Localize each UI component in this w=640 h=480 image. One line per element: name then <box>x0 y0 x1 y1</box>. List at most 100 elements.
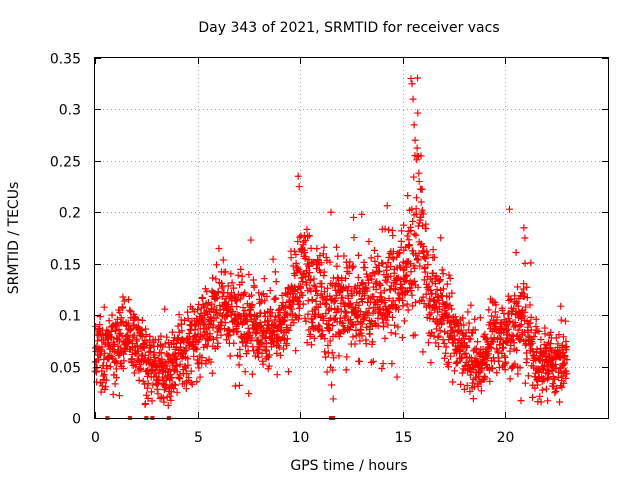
data-point-peak <box>415 177 423 185</box>
data-point <box>290 319 298 327</box>
data-point <box>471 315 479 323</box>
data-point <box>240 290 248 298</box>
data-point <box>380 287 388 295</box>
data-point <box>524 372 532 380</box>
data-point <box>248 301 256 309</box>
data-point <box>310 334 318 342</box>
data-point <box>489 338 497 346</box>
data-point <box>437 234 445 242</box>
data-point <box>420 300 428 308</box>
data-point <box>320 243 328 251</box>
data-point <box>206 334 214 342</box>
data-point <box>163 333 171 341</box>
data-point <box>256 299 264 307</box>
x-tick-label: 20 <box>497 430 515 446</box>
data-point <box>438 319 446 327</box>
data-point <box>427 275 435 283</box>
data-point <box>358 298 366 306</box>
data-point <box>514 302 522 310</box>
data-point <box>313 286 321 294</box>
data-point <box>320 268 328 276</box>
data-point <box>539 357 547 365</box>
data-point <box>231 382 239 390</box>
data-point <box>133 335 141 343</box>
data-point <box>119 293 127 301</box>
data-point <box>196 373 204 381</box>
data-point <box>466 388 474 396</box>
data-point <box>161 380 169 388</box>
data-point <box>520 292 528 300</box>
data-point <box>442 343 450 351</box>
data-point <box>143 384 151 392</box>
data-point <box>445 271 453 279</box>
data-point <box>258 349 266 357</box>
data-point <box>488 365 496 373</box>
data-point <box>330 354 338 362</box>
data-point <box>310 281 318 289</box>
data-point <box>370 303 378 311</box>
data-point <box>440 339 448 347</box>
data-point <box>275 305 283 313</box>
data-point <box>439 285 447 293</box>
data-point <box>517 397 525 405</box>
data-point <box>386 263 394 271</box>
data-points <box>91 74 571 420</box>
data-point <box>334 275 342 283</box>
data-point <box>432 339 440 347</box>
data-point <box>201 321 209 329</box>
data-point <box>440 354 448 362</box>
data-point <box>116 337 124 345</box>
data-point <box>428 278 436 286</box>
data-point <box>536 392 544 400</box>
data-point <box>326 337 334 345</box>
data-point <box>155 375 163 383</box>
data-point <box>253 313 261 321</box>
data-point <box>485 306 493 314</box>
data-point <box>481 374 489 382</box>
data-point <box>384 321 392 329</box>
data-point <box>285 326 293 334</box>
data-point <box>478 366 486 374</box>
data-point <box>112 365 120 373</box>
data-point <box>495 364 503 371</box>
data-point <box>360 258 368 266</box>
data-point <box>262 346 270 354</box>
data-point <box>445 293 453 301</box>
data-point <box>260 275 268 283</box>
data-point <box>244 336 252 344</box>
data-point <box>326 326 334 334</box>
data-point <box>356 358 364 366</box>
data-point <box>389 232 397 240</box>
data-point <box>277 351 285 359</box>
data-point <box>312 287 320 295</box>
data-point <box>138 316 146 324</box>
data-point <box>119 304 127 312</box>
data-point <box>334 252 342 260</box>
data-point <box>124 331 132 339</box>
data-point <box>322 353 330 361</box>
data-point <box>209 336 217 344</box>
data-point <box>226 331 234 339</box>
data-point <box>555 331 563 339</box>
data-point-peak <box>294 172 302 180</box>
data-point <box>522 303 530 311</box>
data-point <box>154 354 162 362</box>
data-point <box>436 277 444 285</box>
data-point <box>477 387 485 395</box>
data-point <box>237 265 245 273</box>
data-point <box>371 257 379 265</box>
data-point <box>416 262 424 270</box>
data-point <box>480 372 488 380</box>
data-point <box>274 342 282 350</box>
data-point <box>562 374 570 382</box>
data-point <box>262 333 270 341</box>
data-point <box>356 337 364 345</box>
data-point <box>513 346 521 354</box>
data-point <box>144 379 152 387</box>
data-point <box>538 386 546 394</box>
data-point <box>173 355 181 363</box>
data-point <box>493 313 501 321</box>
data-point <box>407 226 415 234</box>
data-point <box>541 330 549 338</box>
data-point <box>432 303 440 311</box>
